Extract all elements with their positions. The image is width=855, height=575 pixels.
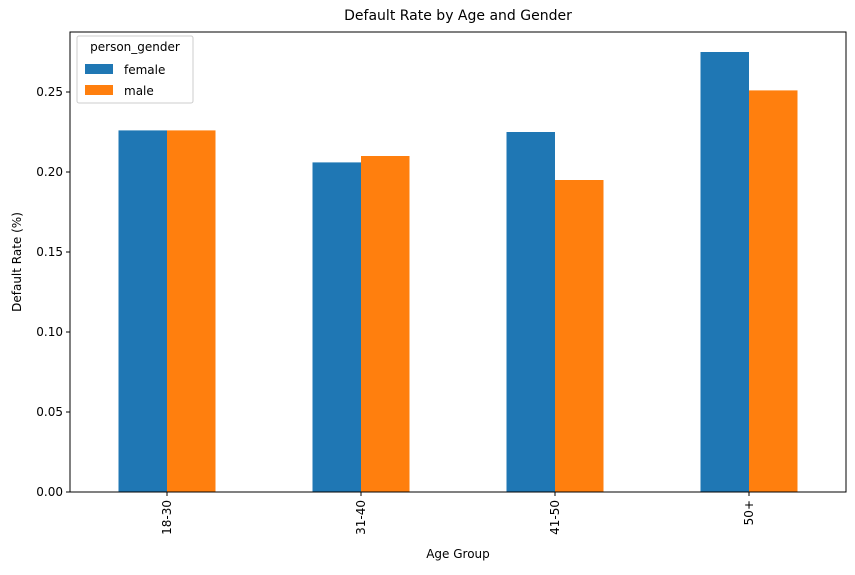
- legend-label-female: female: [124, 63, 165, 77]
- bar-male-18-30: [167, 130, 216, 492]
- y-tick-label: 0.05: [36, 405, 63, 419]
- legend-title: person_gender: [90, 40, 180, 54]
- y-tick-label: 0.25: [36, 85, 63, 99]
- plot-frame: [69, 31, 847, 493]
- bar-female-31-40: [312, 162, 361, 492]
- legend-swatch-male: [85, 85, 113, 95]
- bars-layer: [118, 52, 798, 493]
- bar-male-41-50: [555, 180, 604, 492]
- y-tick-label: 0.15: [36, 245, 63, 259]
- legend: person_gender female male: [76, 35, 194, 104]
- y-tick-label: 0.00: [36, 485, 63, 499]
- bar-female-50+: [700, 52, 749, 492]
- x-tick-label: 31-40: [354, 500, 368, 535]
- x-axis-label: Age Group: [426, 547, 490, 561]
- bar-female-18-30: [118, 130, 167, 492]
- chart-title: Default Rate by Age and Gender: [344, 8, 572, 24]
- y-tick-label: 0.20: [36, 165, 63, 179]
- y-axis-label: Default Rate (%): [10, 212, 24, 312]
- y-axis: 0.00 0.05 0.10 0.15 0.20 0.25: [36, 85, 70, 499]
- x-tick-label: 18-30: [160, 500, 174, 535]
- x-axis: 18-30 31-40 41-50 50+: [160, 492, 756, 535]
- x-tick-label: 41-50: [548, 500, 562, 535]
- bar-male-31-40: [361, 156, 410, 492]
- legend-swatch-female: [85, 64, 113, 74]
- y-tick-label: 0.10: [36, 325, 63, 339]
- x-tick-label: 50+: [742, 500, 756, 525]
- legend-label-male: male: [124, 84, 154, 98]
- bar-female-41-50: [506, 132, 555, 492]
- bar-male-50+: [749, 90, 798, 493]
